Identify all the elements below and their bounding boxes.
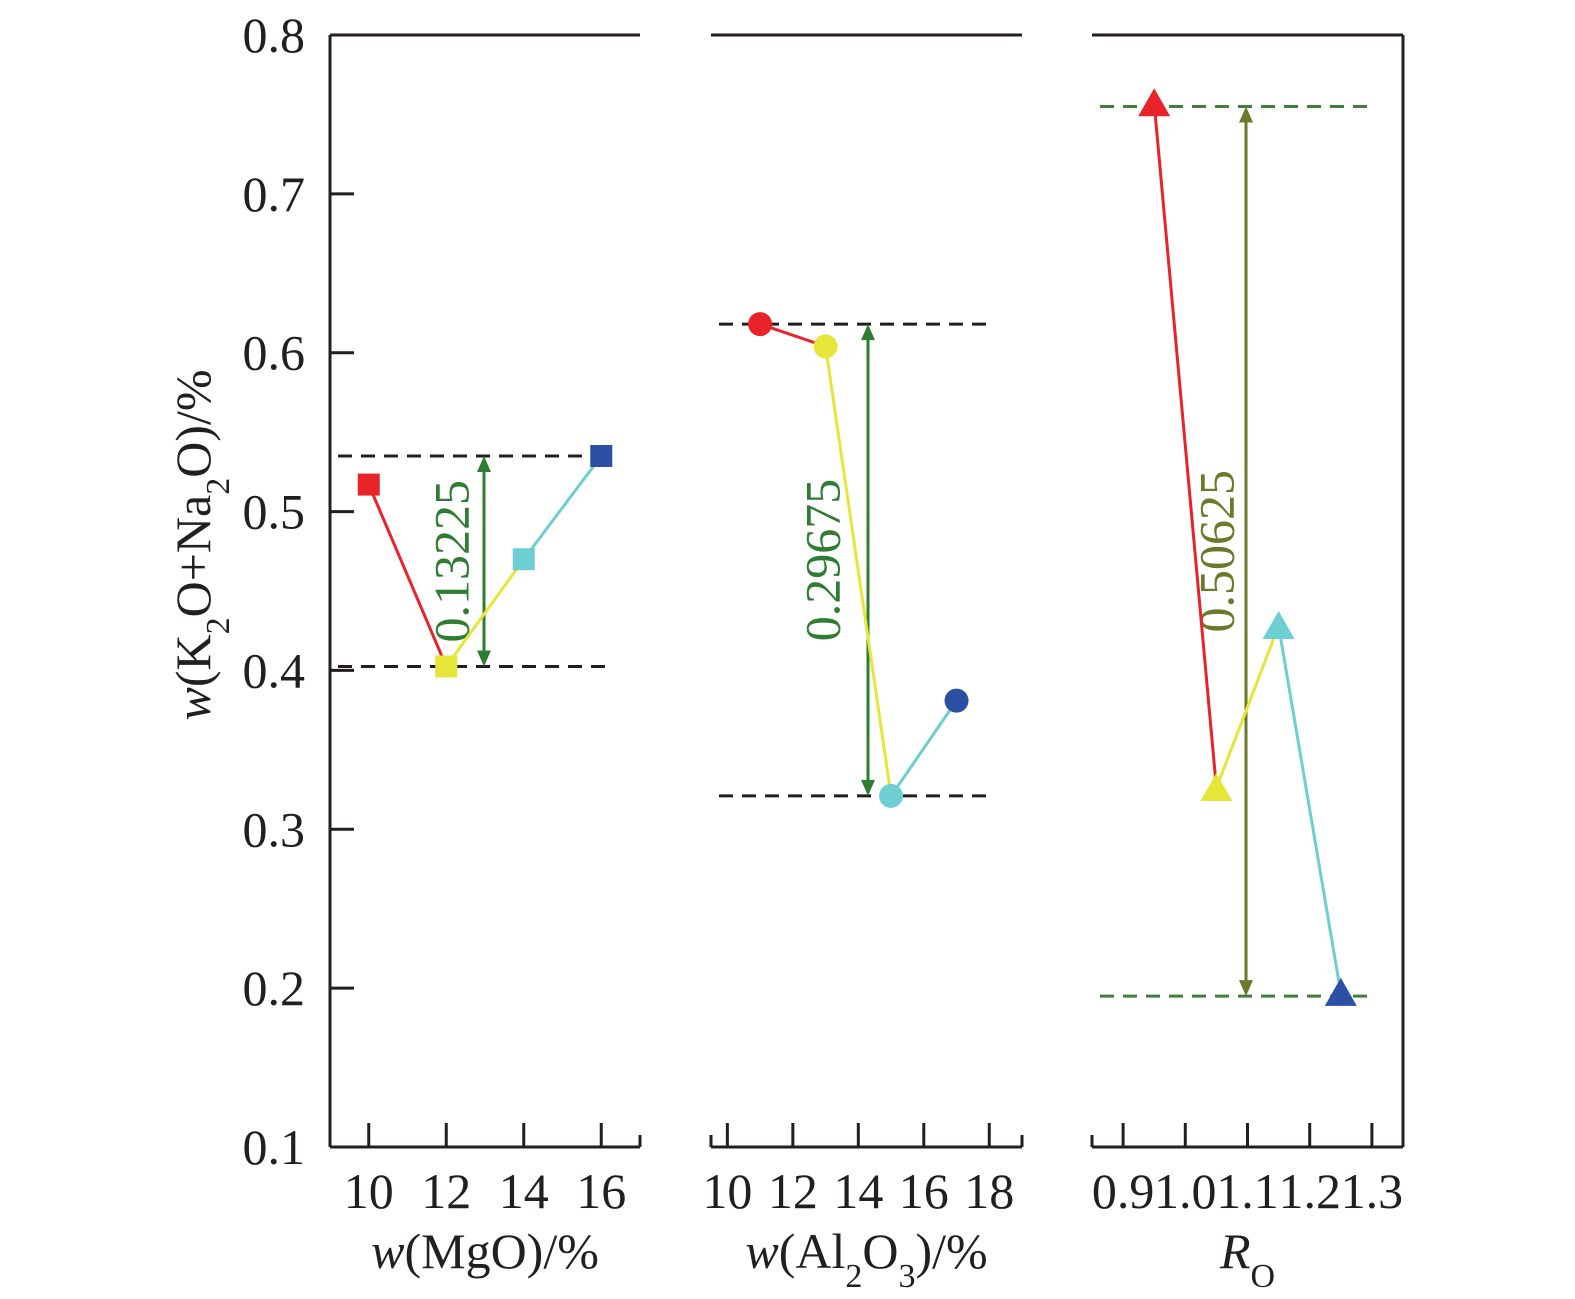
- data-point-square: [435, 655, 458, 678]
- range-value-label: 0.13225: [423, 480, 479, 643]
- series-segment: [1214, 625, 1281, 789]
- data-point-circle: [813, 334, 838, 359]
- range-value-label: 0.50625: [1188, 470, 1244, 633]
- y-tick-label: 0.4: [243, 642, 306, 698]
- range-arrow-head-bottom: [477, 650, 491, 667]
- y-tick-label: 0.7: [243, 166, 306, 222]
- series-segment: [522, 455, 603, 561]
- x-tick-label: 14: [833, 1163, 883, 1219]
- data-point-triangle: [1262, 610, 1295, 639]
- range-arrow-head-top: [1239, 106, 1253, 123]
- x-axis-title: w(MgO)/%: [371, 1223, 599, 1279]
- x-tick-label: 16: [899, 1163, 949, 1219]
- y-tick-label: 0.1: [243, 1119, 306, 1175]
- x-tick-label: 0.9: [1092, 1163, 1155, 1219]
- x-tick-label: 1.2: [1278, 1163, 1341, 1219]
- range-arrow-head-bottom: [1239, 980, 1253, 997]
- x-tick-label: 12: [421, 1163, 471, 1219]
- x-tick-label: 1.1: [1216, 1163, 1279, 1219]
- series-segment: [889, 699, 958, 797]
- y-tick-label: 0.3: [243, 801, 306, 857]
- data-point-circle: [748, 312, 773, 337]
- series-segment: [824, 346, 893, 797]
- x-tick-label: 14: [499, 1163, 549, 1219]
- panel-3: 0.9 1.0 1.1 1.2 1.3 RO 0.50625: [1090, 33, 1405, 1295]
- y-axis-title: w(K2O+Na2O)/%: [165, 369, 237, 720]
- x-axis-title: w(Al2O3)/%: [745, 1223, 987, 1295]
- range-arrow-head-top: [861, 324, 875, 341]
- y-tick-label: 0.8: [243, 7, 306, 63]
- x-tick-label: 12: [768, 1163, 818, 1219]
- x-tick-label: 1.3: [1341, 1163, 1404, 1219]
- data-point-circle: [944, 688, 969, 713]
- series-segment: [367, 483, 448, 668]
- panel-1: 10 12 14 16w(MgO)/% 0.13225: [328, 33, 642, 1279]
- range-arrow-head-top: [477, 455, 491, 472]
- y-tick-label: 0.5: [243, 484, 306, 540]
- plot-layer: 0.10.20.30.40.50.60.70.8w(K2O+Na2O)/%10 1…: [165, 7, 1405, 1295]
- data-point-triangle: [1200, 772, 1233, 801]
- series-segment: [1277, 625, 1343, 994]
- y-tick-label: 0.6: [243, 325, 306, 381]
- data-point-square: [590, 444, 613, 467]
- x-tick-label: 10: [702, 1163, 752, 1219]
- data-point-circle: [879, 783, 904, 808]
- x-tick-label: 16: [576, 1163, 626, 1219]
- x-axis-title: RO: [1219, 1223, 1275, 1295]
- series-segment: [445, 558, 525, 668]
- series-segment: [1152, 103, 1218, 789]
- x-tick-label: 18: [964, 1163, 1014, 1219]
- data-point-square: [512, 548, 535, 571]
- x-tick-label: 1.0: [1154, 1163, 1217, 1219]
- data-point-square: [357, 473, 380, 496]
- data-point-triangle: [1138, 88, 1171, 117]
- panel-2: 10 12 14 16 18w(Al2O3)/% 0.29675: [702, 33, 1024, 1295]
- x-tick-label: 10: [344, 1163, 394, 1219]
- range-value-label: 0.29675: [794, 479, 850, 642]
- range-arrow-head-bottom: [861, 779, 875, 796]
- data-point-triangle: [1324, 977, 1357, 1006]
- y-tick-label: 0.2: [243, 960, 306, 1016]
